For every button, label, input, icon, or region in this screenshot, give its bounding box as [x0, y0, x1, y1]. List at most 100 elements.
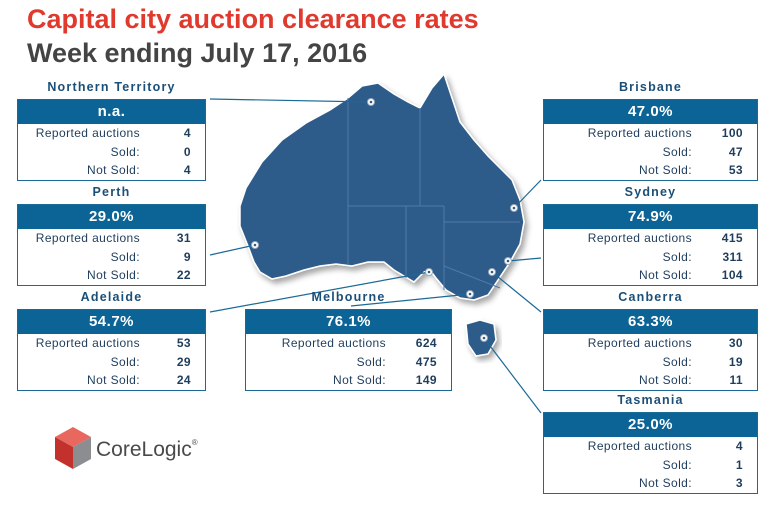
reported-value: 31 — [176, 231, 191, 245]
not-sold-label: Not Sold: — [639, 268, 692, 282]
card-sydney: 74.9% Reported auctions 415 Sold: 311 Not … — [543, 204, 758, 286]
sold-value: 19 — [728, 354, 743, 369]
sold-label: Sold: — [662, 249, 692, 264]
not-sold-row: Not Sold: 149 — [246, 371, 451, 390]
not-sold-row: Not Sold: 11 — [544, 371, 757, 390]
reported-label: Reported auctions — [35, 231, 140, 245]
not-sold-label: Not Sold: — [333, 373, 386, 387]
region-name-adelaide: Adelaide — [80, 290, 143, 304]
not-sold-label: Not Sold: — [87, 163, 140, 177]
sold-row: Sold: 311 — [544, 248, 757, 267]
clearance-rate: 29.0% — [18, 205, 205, 229]
sold-value: 9 — [183, 249, 191, 264]
corelogic-logo-icon — [55, 427, 91, 469]
reported-row: Reported auctions 4 — [18, 124, 205, 143]
card-tasmania: 25.0% Reported auctions 4 Sold: 1 Not Sold… — [543, 412, 758, 494]
not-sold-row: Not Sold: 22 — [18, 266, 205, 285]
reported-row: Reported auctions 415 — [544, 229, 757, 248]
reported-value: 100 — [721, 126, 743, 140]
page-title: Capital city auction clearance rates — [27, 4, 479, 34]
reported-label: Reported auctions — [587, 336, 692, 350]
sold-value: 0 — [183, 144, 191, 159]
logo-trademark: ® — [191, 438, 198, 447]
reported-value: 4 — [183, 126, 191, 140]
clearance-rate: n.a. — [18, 100, 205, 124]
not-sold-value: 3 — [735, 476, 743, 490]
city-markers — [251, 98, 518, 342]
region-name-tasmania: Tasmania — [617, 393, 684, 407]
reported-label: Reported auctions — [281, 336, 386, 350]
sold-label: Sold: — [110, 354, 140, 369]
sold-value: 1 — [735, 457, 743, 472]
sold-value: 47 — [728, 144, 743, 159]
not-sold-value: 22 — [176, 268, 191, 282]
logo-wordmark: CoreLogic — [96, 438, 192, 461]
not-sold-row: Not Sold: 3 — [544, 474, 757, 493]
sold-row: Sold: 475 — [246, 353, 451, 372]
reported-row: Reported auctions 4 — [544, 437, 757, 456]
clearance-rate: 74.9% — [544, 205, 757, 229]
sold-row: Sold: 0 — [18, 143, 205, 162]
card-perth: 29.0% Reported auctions 31 Sold: 9 Not Sol… — [17, 204, 206, 286]
sold-label: Sold: — [662, 457, 692, 472]
clearance-rate: 63.3% — [544, 310, 757, 334]
clearance-rate: 54.7% — [18, 310, 205, 334]
card-canberra: 63.3% Reported auctions 30 Sold: 19 Not So… — [543, 309, 758, 391]
region-name-perth: Perth — [92, 185, 131, 199]
sold-value: 475 — [415, 354, 437, 369]
reported-value: 415 — [721, 231, 743, 245]
not-sold-label: Not Sold: — [639, 373, 692, 387]
region-name-brisbane: Brisbane — [618, 80, 683, 94]
clearance-rate: 25.0% — [544, 413, 757, 437]
sold-row: Sold: 1 — [544, 456, 757, 475]
card-melbourne: 76.1% Reported auctions 624 Sold: 475 Not … — [245, 309, 452, 391]
not-sold-value: 4 — [183, 163, 191, 177]
clearance-rate: 76.1% — [246, 310, 451, 334]
region-name-canberra: Canberra — [618, 290, 683, 304]
not-sold-row: Not Sold: 4 — [18, 161, 205, 180]
not-sold-label: Not Sold: — [87, 373, 140, 387]
not-sold-value: 11 — [729, 373, 743, 387]
not-sold-row: Not Sold: 104 — [544, 266, 757, 285]
reported-label: Reported auctions — [587, 231, 692, 245]
reported-row: Reported auctions 100 — [544, 124, 757, 143]
sold-value: 311 — [722, 249, 743, 264]
sold-label: Sold: — [662, 144, 692, 159]
region-name-northern-territory: Northern Territory — [47, 80, 176, 94]
not-sold-value: 104 — [721, 268, 743, 282]
sold-row: Sold: 29 — [18, 353, 205, 372]
corelogic-logo-text: CoreLogic® — [96, 438, 198, 462]
card-northern-territory: n.a. Reported auctions 4 Sold: 0 Not Sold:… — [17, 99, 206, 181]
reported-value: 30 — [728, 336, 743, 350]
not-sold-label: Not Sold: — [639, 163, 692, 177]
state-borders — [347, 98, 520, 290]
not-sold-label: Not Sold: — [639, 476, 692, 490]
reported-row: Reported auctions 53 — [18, 334, 205, 353]
clearance-rate: 47.0% — [544, 100, 757, 124]
reported-value: 624 — [415, 336, 437, 350]
region-name-melbourne: Melbourne — [311, 290, 386, 304]
card-brisbane: 47.0% Reported auctions 100 Sold: 47 Not S… — [543, 99, 758, 181]
reported-label: Reported auctions — [587, 126, 692, 140]
reported-row: Reported auctions 30 — [544, 334, 757, 353]
not-sold-value: 149 — [415, 373, 437, 387]
sold-label: Sold: — [110, 144, 140, 159]
connector-lines — [209, 98, 542, 414]
region-name-sydney: Sydney — [624, 185, 677, 199]
sold-value: 29 — [176, 354, 191, 369]
not-sold-row: Not Sold: 53 — [544, 161, 757, 180]
reported-row: Reported auctions 31 — [18, 229, 205, 248]
mainland-shape — [239, 72, 525, 301]
card-adelaide: 54.7% Reported auctions 53 Sold: 29 Not So… — [17, 309, 206, 391]
sold-row: Sold: 47 — [544, 143, 757, 162]
not-sold-value: 24 — [176, 373, 191, 387]
sold-row: Sold: 9 — [18, 248, 205, 267]
sold-label: Sold: — [356, 354, 386, 369]
reported-row: Reported auctions 624 — [246, 334, 451, 353]
not-sold-value: 53 — [728, 163, 743, 177]
reported-value: 53 — [176, 336, 191, 350]
reported-label: Reported auctions — [35, 336, 140, 350]
sold-label: Sold: — [110, 249, 140, 264]
sold-row: Sold: 19 — [544, 353, 757, 372]
